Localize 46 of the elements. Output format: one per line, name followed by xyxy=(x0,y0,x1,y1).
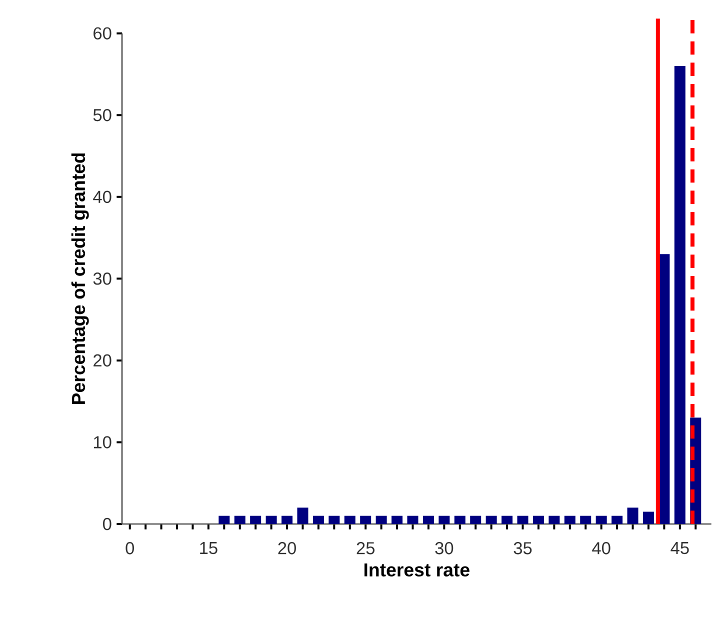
bar xyxy=(328,516,340,524)
bar xyxy=(266,516,277,524)
bar xyxy=(580,516,592,524)
bar xyxy=(312,516,324,524)
bar xyxy=(596,516,607,524)
bar xyxy=(532,516,544,524)
bar xyxy=(627,508,638,524)
bar xyxy=(674,66,686,524)
x-tick-label: 30 xyxy=(435,542,454,554)
x-tick-label: 0 xyxy=(126,542,134,554)
bar xyxy=(422,516,434,524)
bar xyxy=(486,516,497,524)
y-tick-label: 60 xyxy=(94,27,112,40)
x-tick-label: 25 xyxy=(356,542,375,554)
bar xyxy=(250,516,262,524)
x-axis-title: Interest rate xyxy=(364,563,470,576)
bar xyxy=(470,516,482,524)
bar xyxy=(438,516,450,524)
x-tick-label: 35 xyxy=(514,542,532,554)
bar xyxy=(344,516,356,524)
bar xyxy=(282,516,293,524)
y-tick-label: 30 xyxy=(93,272,112,285)
bar xyxy=(392,516,403,524)
bar xyxy=(360,516,372,524)
bar xyxy=(564,516,576,524)
bar xyxy=(297,508,308,524)
bar xyxy=(642,512,654,524)
y-tick-label: 20 xyxy=(94,354,112,367)
bar xyxy=(612,516,623,524)
bar xyxy=(548,516,560,524)
y-tick-label: 10 xyxy=(94,436,112,448)
x-tick-label: 45 xyxy=(670,542,689,554)
bar xyxy=(517,516,528,524)
bar xyxy=(407,516,418,524)
x-tick-label: 20 xyxy=(278,542,296,554)
y-tick-label: 0 xyxy=(102,518,112,530)
y-tick-label: 50 xyxy=(93,108,112,122)
x-tick-label: 15 xyxy=(200,542,218,554)
y-tick-label: 40 xyxy=(93,190,112,204)
bar xyxy=(234,516,246,524)
bar xyxy=(218,516,230,524)
y-axis-title: Percentage of credit granted xyxy=(71,153,89,404)
bar xyxy=(454,516,466,524)
x-tick-label: 40 xyxy=(592,542,610,554)
bar xyxy=(502,516,513,524)
bar xyxy=(376,516,387,524)
